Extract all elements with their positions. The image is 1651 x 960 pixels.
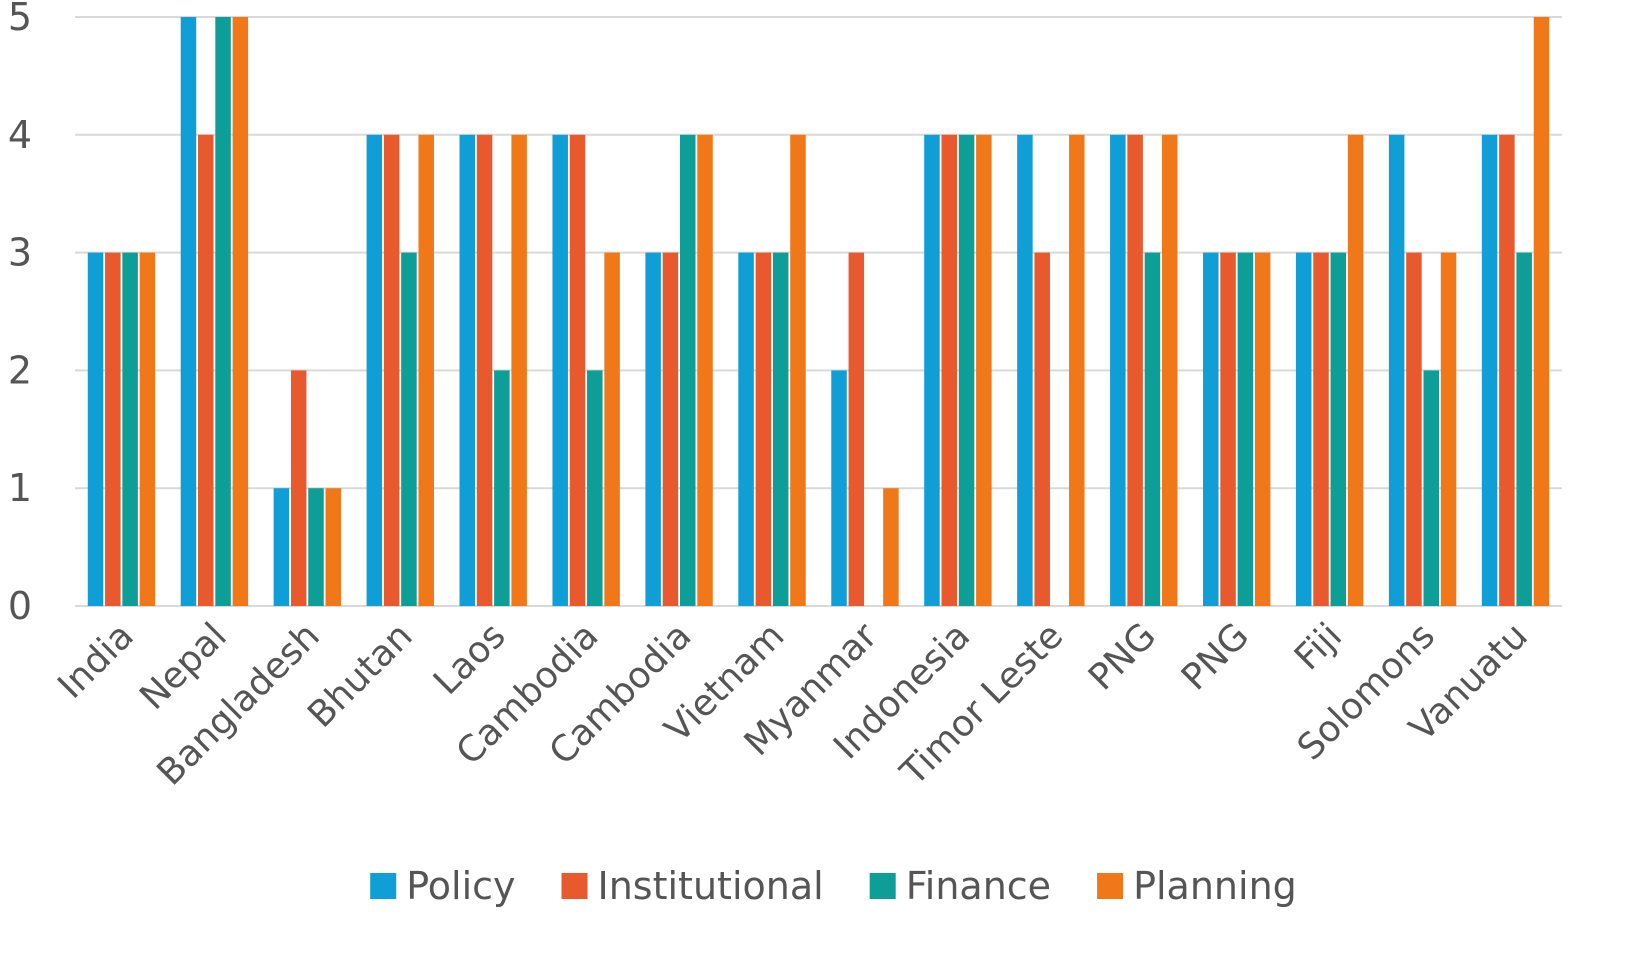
- bar-finance: [215, 17, 231, 606]
- bar-finance: [308, 488, 324, 606]
- bar-policy: [87, 252, 104, 606]
- bar-policy: [1481, 134, 1498, 607]
- bar-planning: [604, 252, 620, 606]
- bar-institutional: [476, 134, 493, 607]
- bar-institutional: [383, 134, 400, 607]
- y-axis-ticks: 0 1 2 3 4 5: [8, 0, 32, 628]
- bars: [87, 17, 1550, 607]
- bar-policy: [1388, 134, 1405, 607]
- bar-policy: [459, 134, 476, 607]
- bar-planning: [697, 134, 713, 607]
- bar-policy: [924, 134, 940, 607]
- y-tick-label: 1: [8, 466, 32, 510]
- legend-swatch: [869, 873, 896, 899]
- legend-item-policy: Policy: [370, 864, 516, 908]
- x-category-label: India: [50, 615, 141, 706]
- bar-institutional: [1499, 134, 1515, 607]
- bar-institutional: [1220, 252, 1236, 606]
- bar-finance: [494, 370, 510, 606]
- bar-finance: [958, 134, 975, 607]
- bar-planning: [883, 488, 899, 606]
- bar-finance: [679, 134, 696, 607]
- legend-label: Institutional: [598, 864, 824, 908]
- legend-item-finance: Finance: [869, 864, 1051, 908]
- y-tick-label: 0: [8, 584, 32, 628]
- bar-policy: [831, 370, 847, 606]
- x-category-label: Bangladesh: [149, 615, 327, 793]
- bar-planning: [1254, 252, 1271, 606]
- bar-institutional: [1313, 252, 1329, 606]
- legend-swatch: [561, 873, 588, 899]
- bar-institutional: [198, 134, 214, 607]
- bar-policy: [1017, 134, 1033, 607]
- legend-item-planning: Planning: [1097, 864, 1297, 908]
- bar-institutional: [941, 134, 958, 607]
- y-tick-label: 4: [8, 113, 32, 157]
- bar-institutional: [290, 370, 307, 606]
- bar-planning: [976, 134, 992, 607]
- legend-label: Finance: [906, 864, 1051, 908]
- bar-institutional: [755, 252, 772, 606]
- bar-finance: [1237, 252, 1254, 606]
- bar-institutional: [848, 252, 865, 606]
- bar-planning: [325, 488, 342, 606]
- bar-planning: [418, 134, 434, 607]
- bar-policy: [1203, 252, 1219, 606]
- x-category-label: PNG: [1174, 615, 1257, 698]
- bar-institutional: [1127, 134, 1143, 607]
- bar-institutional: [1034, 252, 1050, 606]
- x-category-label: Timor Leste: [892, 615, 1071, 794]
- legend: Policy Institutional Finance Planning: [370, 864, 1297, 908]
- bar-planning: [232, 17, 249, 606]
- bar-planning: [1533, 17, 1550, 606]
- bar-planning: [1069, 134, 1085, 607]
- bar-planning: [790, 134, 806, 607]
- bar-planning: [511, 134, 527, 607]
- bar-finance: [1423, 370, 1439, 606]
- bar-finance: [1516, 252, 1532, 606]
- bar-finance: [401, 252, 417, 606]
- bar-planning: [1161, 134, 1178, 607]
- bar-finance: [1144, 252, 1161, 606]
- x-category-label: Fiji: [1287, 615, 1350, 678]
- bar-institutional: [105, 252, 121, 606]
- legend-item-institutional: Institutional: [561, 864, 824, 908]
- bar-policy: [552, 134, 568, 607]
- bar-policy: [738, 252, 754, 606]
- legend-label: Planning: [1133, 864, 1297, 908]
- bar-finance: [772, 252, 789, 606]
- x-category-label: PNG: [1081, 615, 1164, 698]
- bar-finance: [1330, 252, 1347, 606]
- y-tick-label: 5: [8, 0, 32, 39]
- bar-institutional: [1406, 252, 1422, 606]
- bar-policy: [366, 134, 383, 607]
- legend-label: Policy: [406, 864, 515, 908]
- x-category-label: Bhutan: [300, 615, 420, 735]
- x-category-label: Laos: [426, 615, 514, 703]
- bar-planning: [1347, 134, 1364, 607]
- bar-policy: [1110, 134, 1126, 607]
- y-tick-label: 3: [8, 231, 32, 275]
- bar-finance: [587, 370, 603, 606]
- y-tick-label: 2: [8, 348, 32, 392]
- bar-policy: [273, 488, 290, 606]
- bar-planning: [1440, 252, 1457, 606]
- bar-policy: [180, 17, 197, 606]
- legend-swatch: [1097, 873, 1124, 899]
- bar-policy: [1295, 252, 1312, 606]
- bar-policy: [645, 252, 661, 606]
- bar-institutional: [662, 252, 679, 606]
- bar-planning: [139, 252, 156, 606]
- bar-institutional: [569, 134, 586, 607]
- legend-swatch: [370, 873, 397, 899]
- bar-finance: [122, 252, 138, 606]
